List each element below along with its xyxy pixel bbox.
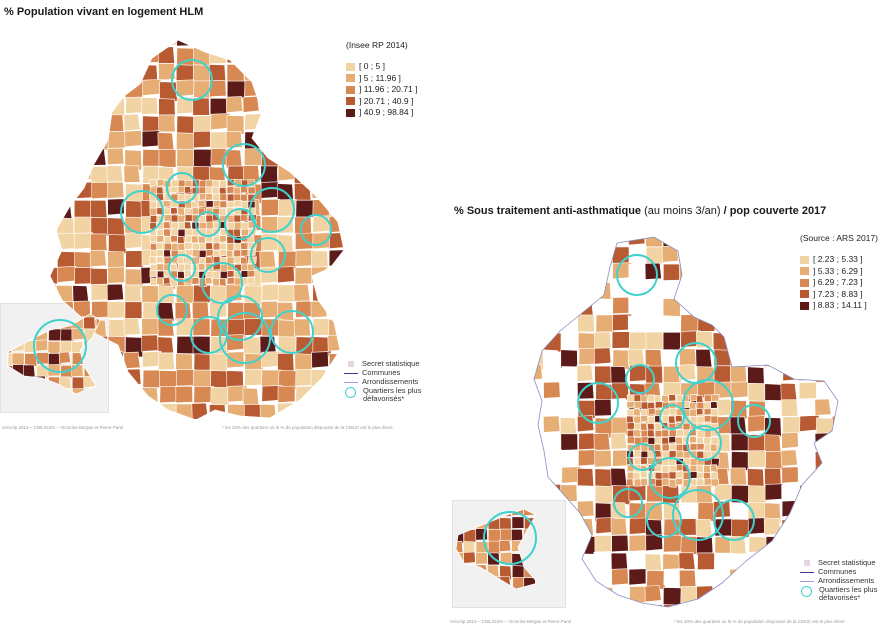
inset-map-regions [456, 509, 538, 589]
map-legend: (Insee RP 2014) [ 0 ; 5 ]] 5 ; 11.96 ]] … [346, 40, 417, 119]
inset-outline [455, 508, 539, 590]
map-title-part2: (au moins 3/an) [641, 205, 721, 217]
legend-source: (Insee RP 2014) [346, 40, 408, 50]
legend-label: ] 5 ; 11.96 ] [359, 72, 401, 83]
key-quartiers-line1: Quartiers les plus [363, 385, 422, 395]
key-quartiers-line1: Quartiers les plus [819, 584, 878, 594]
legend-label: ] 6.29 ; 7.23 ] [813, 277, 863, 288]
commune-boundary-outline [533, 236, 839, 608]
arrondissement-line-icon [800, 577, 814, 586]
choropleth-map[interactable] [442, 195, 884, 629]
key-secret-label: Secret statistique [362, 359, 420, 368]
key-arrondissements-label: Arrondissements [818, 575, 875, 585]
key-quartiers: Quartiers les plus défavorisés* [800, 584, 878, 603]
legend-source: (Source : ARS 2017) [800, 233, 878, 243]
legend-class-4: ] 20.71 ; 40.9 ] [346, 96, 417, 108]
legend-swatch [346, 97, 355, 106]
map-title: % Sous traitement anti-asthmatique (au m… [454, 205, 826, 217]
legend-swatch [346, 74, 355, 83]
map-panel-asthma: % Sous traitement anti-asthmatique (au m… [442, 195, 884, 629]
legend-classes: [ 0 ; 5 ]] 5 ; 11.96 ]] 11.96 ; 20.71 ]]… [346, 61, 417, 119]
key-communes: Communes [344, 367, 421, 378]
legend-label: [ 0 ; 5 ] [359, 61, 385, 72]
key-arrondissements: Arrondissements [800, 575, 877, 586]
key-quartiers-line2: défavorisés* [363, 394, 405, 403]
legend-label: ] 8.83 ; 14.11 ] [813, 300, 867, 311]
legend-swatch [800, 267, 809, 276]
arrondissement-line-icon [344, 378, 358, 387]
commune-boundary-outline [49, 39, 345, 421]
map-keys: Secret statistique Communes Arrondisseme… [344, 359, 422, 404]
secret-swatch [804, 560, 810, 566]
legend-label: ] 11.96 ; 20.71 ] [359, 84, 418, 95]
legend-class-4: ] 7.23 ; 8.83 ] [800, 289, 878, 301]
key-communes: Communes [800, 566, 877, 577]
key-arrondissements: Arrondissements [344, 376, 421, 387]
map-title-part1: % Sous traitement anti-asthmatique [454, 205, 642, 217]
map-title-part3: / pop couverte 2017 [720, 205, 827, 217]
legend-swatch [800, 290, 809, 299]
legend-class-3: ] 6.29 ; 7.23 ] [800, 277, 878, 289]
legend-swatch [800, 301, 809, 310]
footnote-left: Géoclip 2014 – CNIL/GZ% – Victorine Barg… [2, 425, 124, 430]
disadvantaged-area-circles [483, 254, 771, 565]
disadvantaged-area-circles [33, 59, 332, 373]
legend-class-2: ] 5 ; 11.96 ] [346, 73, 417, 85]
legend-class-5: ] 40.9 ; 98.84 ] [346, 107, 417, 119]
legend-label: ] 40.9 ; 98.84 ] [359, 107, 414, 118]
circle-icon [345, 386, 356, 398]
map-title: % Population vivant en logement HLM [4, 6, 204, 18]
legend-label: ] 20.71 ; 40.9 ] [359, 95, 414, 106]
legend-classes: [ 2.23 ; 5.33 ]] 5.33 ; 6.29 ]] 6.29 ; 7… [800, 254, 878, 312]
key-communes-label: Communes [818, 566, 857, 576]
legend-class-5: ] 8.83 ; 14.11 ] [800, 300, 878, 312]
legend-class-1: [ 0 ; 5 ] [346, 61, 417, 73]
legend-label: ] 7.23 ; 8.83 ] [813, 288, 863, 299]
key-communes-label: Communes [362, 367, 401, 377]
key-secret: Secret statistique [800, 558, 877, 568]
legend-swatch [346, 108, 355, 117]
footnote-right: * les 20% des quartiers où le % de popul… [222, 425, 393, 430]
map-keys: Secret statistique Communes Arrondisseme… [800, 558, 878, 603]
map-legend: (Source : ARS 2017) [ 2.23 ; 5.33 ]] 5.3… [800, 233, 878, 312]
legend-swatch [800, 255, 809, 264]
inset-map-regions [8, 314, 100, 394]
legend-swatch [800, 278, 809, 287]
legend-class-1: [ 2.23 ; 5.33 ] [800, 254, 878, 266]
key-quartiers-line2: défavorisés* [819, 593, 861, 602]
commune-line-icon [344, 369, 358, 378]
legend-swatch [346, 62, 355, 71]
key-arrondissements-label: Arrondissements [362, 376, 419, 386]
legend-label: [ 2.23 ; 5.33 ] [813, 254, 863, 265]
legend-label: ] 5.33 ; 6.29 ] [813, 265, 863, 276]
key-quartiers: Quartiers les plus défavorisés* [344, 385, 422, 404]
footnote-left: Géoclip 2014 – CNIL/GZ% – Victorine Barg… [450, 619, 572, 624]
key-quartiers-label: Quartiers les plus défavorisés* [363, 385, 422, 404]
commune-line-icon [800, 568, 814, 577]
footnote-right: * les 20% des quartiers où le % de popul… [674, 619, 845, 624]
key-quartiers-label: Quartiers les plus défavorisés* [819, 584, 878, 603]
key-secret: Secret statistique [344, 359, 421, 369]
circle-icon [801, 585, 812, 597]
map-panel-hlm: % Population vivant en logement HLM (Ins… [0, 0, 442, 440]
key-secret-label: Secret statistique [818, 558, 876, 567]
inset-outline [7, 313, 101, 395]
legend-swatch [346, 85, 355, 94]
choropleth-map[interactable] [0, 0, 442, 440]
secret-swatch [348, 361, 354, 367]
legend-class-3: ] 11.96 ; 20.71 ] [346, 84, 417, 96]
legend-class-2: ] 5.33 ; 6.29 ] [800, 266, 878, 278]
